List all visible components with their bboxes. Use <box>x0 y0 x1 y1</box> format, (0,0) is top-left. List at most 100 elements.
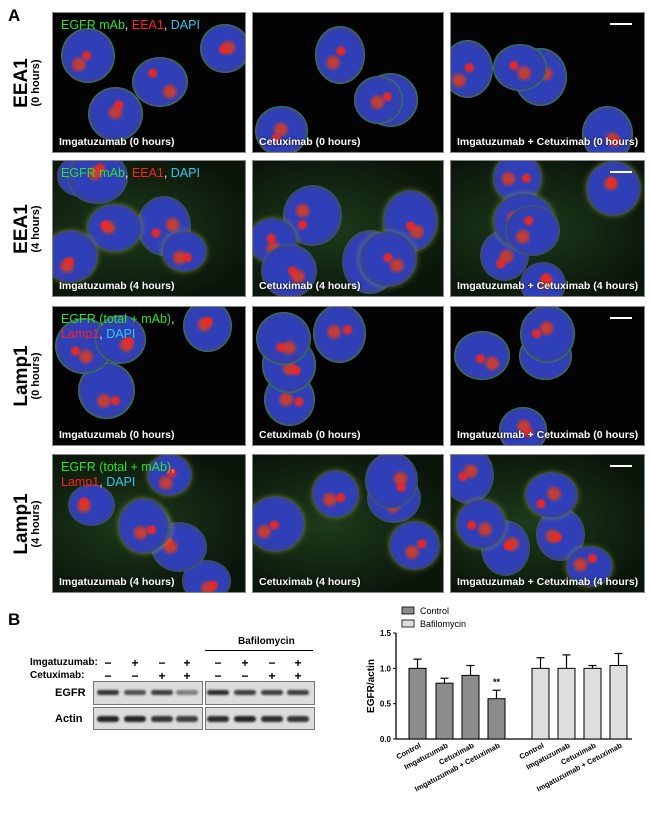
row-label: EEA1 (0 hours) <box>11 13 42 153</box>
blot-band <box>176 715 198 722</box>
cell <box>565 546 614 588</box>
treatment-sign: − <box>104 656 112 670</box>
legend-swatch <box>401 606 415 615</box>
blot-band <box>234 690 256 695</box>
blot-band <box>207 715 229 722</box>
treatment-sign: − <box>268 656 276 670</box>
cell <box>451 39 494 98</box>
blot-band <box>207 690 229 695</box>
bar <box>531 667 550 740</box>
legend-channel: DAPI <box>170 18 200 32</box>
bar <box>461 674 480 740</box>
bar <box>435 682 454 740</box>
blot-band <box>151 715 173 722</box>
treatment-sign: − <box>241 669 249 683</box>
legend-separator: , <box>99 475 107 489</box>
channel-legend: EGFR (total + mAb), Lamp1, DAPI <box>61 460 175 490</box>
channel-legend: EGFR (total + mAb), Lamp1, DAPI <box>61 312 175 342</box>
panel-caption: Cetuximab (0 hours) <box>259 136 361 148</box>
micrograph-panel: EGFR mAb, EEA1, DAPI Imgatuzumab (4 hours… <box>52 160 246 297</box>
micrograph-panel: Cetuximab (0 hours) <box>252 306 444 446</box>
legend-separator: , <box>163 166 171 180</box>
scale-bar <box>610 171 632 173</box>
bar <box>557 667 576 740</box>
row-label: Lamp1 (0 hours) <box>11 306 42 446</box>
row-time: (0 hours) <box>30 352 42 400</box>
legend-channel: EEA1 <box>131 18 164 32</box>
row-label: EEA1 (4 hours) <box>11 159 42 299</box>
blot-strip <box>93 707 203 730</box>
panel-caption: Imgatuzumab + Cetuximab (0 hours) <box>457 136 639 148</box>
treatment-sign: + <box>294 669 302 683</box>
cell <box>66 161 128 205</box>
blot-band <box>97 715 119 722</box>
micrograph-panel: Imgatuzumab + Cetuximab (4 hours) <box>450 160 645 297</box>
cell <box>586 161 641 216</box>
channel-legend: EGFR mAb, EEA1, DAPI <box>61 166 200 181</box>
cell <box>505 205 560 256</box>
blot-band <box>261 690 283 695</box>
treatment-sign: + <box>268 669 276 683</box>
cell <box>359 230 418 287</box>
y-tick-label: 0.0 <box>380 735 392 744</box>
micrograph-panel: EGFR (total + mAb), Lamp1, DAPI Imgatuzuma… <box>52 306 246 446</box>
legend-channel: DAPI <box>106 475 136 489</box>
micrograph-panel: Imgatuzumab + Cetuximab (4 hours) <box>450 454 645 593</box>
panel-caption: Imgatuzumab (4 hours) <box>59 280 175 292</box>
scale-bar <box>610 317 632 319</box>
blot-band <box>287 715 309 722</box>
micrograph-panel: EGFR (total + mAb), Lamp1, DAPI Imgatuzuma… <box>52 454 246 593</box>
cell <box>146 455 192 497</box>
cell <box>87 87 143 141</box>
panel-caption: Cetuximab (4 hours) <box>259 280 361 292</box>
cell <box>389 520 441 571</box>
blot-band <box>261 715 283 722</box>
row-marker: EEA1 <box>11 203 32 254</box>
treatment-sign: − <box>214 669 222 683</box>
treatment-sign: + <box>183 669 191 683</box>
legend-separator: , <box>124 166 132 180</box>
micrograph-panel: Cetuximab (0 hours) <box>252 12 444 153</box>
legend-channel: EGFR (total + mAb) <box>61 312 172 326</box>
panel-caption: Imgatuzumab + Cetuximab (4 hours) <box>457 280 639 292</box>
blot-band <box>124 715 146 722</box>
cell <box>253 496 306 553</box>
legend-label: Control <box>420 606 449 616</box>
significance-label: ** <box>493 677 501 687</box>
legend-separator: , <box>171 460 175 474</box>
row-marker: Lamp1 <box>11 492 32 555</box>
y-tick-label: 0.5 <box>380 700 392 709</box>
treatment-sign: + <box>241 656 249 670</box>
row-marker: Lamp1 <box>11 345 32 407</box>
legend-channel: DAPI <box>170 166 200 180</box>
y-tick-label: 1.5 <box>380 629 392 638</box>
treatment-label: Cetuximab: <box>30 670 85 681</box>
treatment-sign: + <box>294 656 302 670</box>
legend-channel: DAPI <box>106 327 136 341</box>
treatment-sign: + <box>158 669 166 683</box>
treatment-sign: + <box>131 656 139 670</box>
cell <box>498 407 548 445</box>
cell <box>200 24 245 74</box>
band-label: EGFR <box>55 687 86 699</box>
cell <box>255 105 308 152</box>
cell <box>519 261 566 296</box>
micrograph-panel: Cetuximab (4 hours) <box>252 454 444 593</box>
bar <box>583 667 602 740</box>
treatment-sign: − <box>104 669 112 683</box>
legend-channel: EEA1 <box>131 166 164 180</box>
panel-caption: Cetuximab (0 hours) <box>259 429 361 441</box>
cell <box>519 307 575 363</box>
cell <box>255 311 312 365</box>
cell <box>117 498 170 555</box>
treatment-sign: − <box>131 669 139 683</box>
row-time: (4 hours) <box>30 499 42 548</box>
legend-channel: EGFR mAb <box>61 166 125 180</box>
bafilomycin-label: Bafilomycin <box>238 636 295 647</box>
legend-channel: EGFR (total + mAb) <box>61 460 172 474</box>
band-label: Actin <box>55 713 83 725</box>
blot-band <box>151 690 173 695</box>
channel-legend: EGFR mAb, EEA1, DAPI <box>61 18 200 33</box>
blot-strip <box>205 707 315 730</box>
legend-channel: Lamp1 <box>61 475 100 489</box>
